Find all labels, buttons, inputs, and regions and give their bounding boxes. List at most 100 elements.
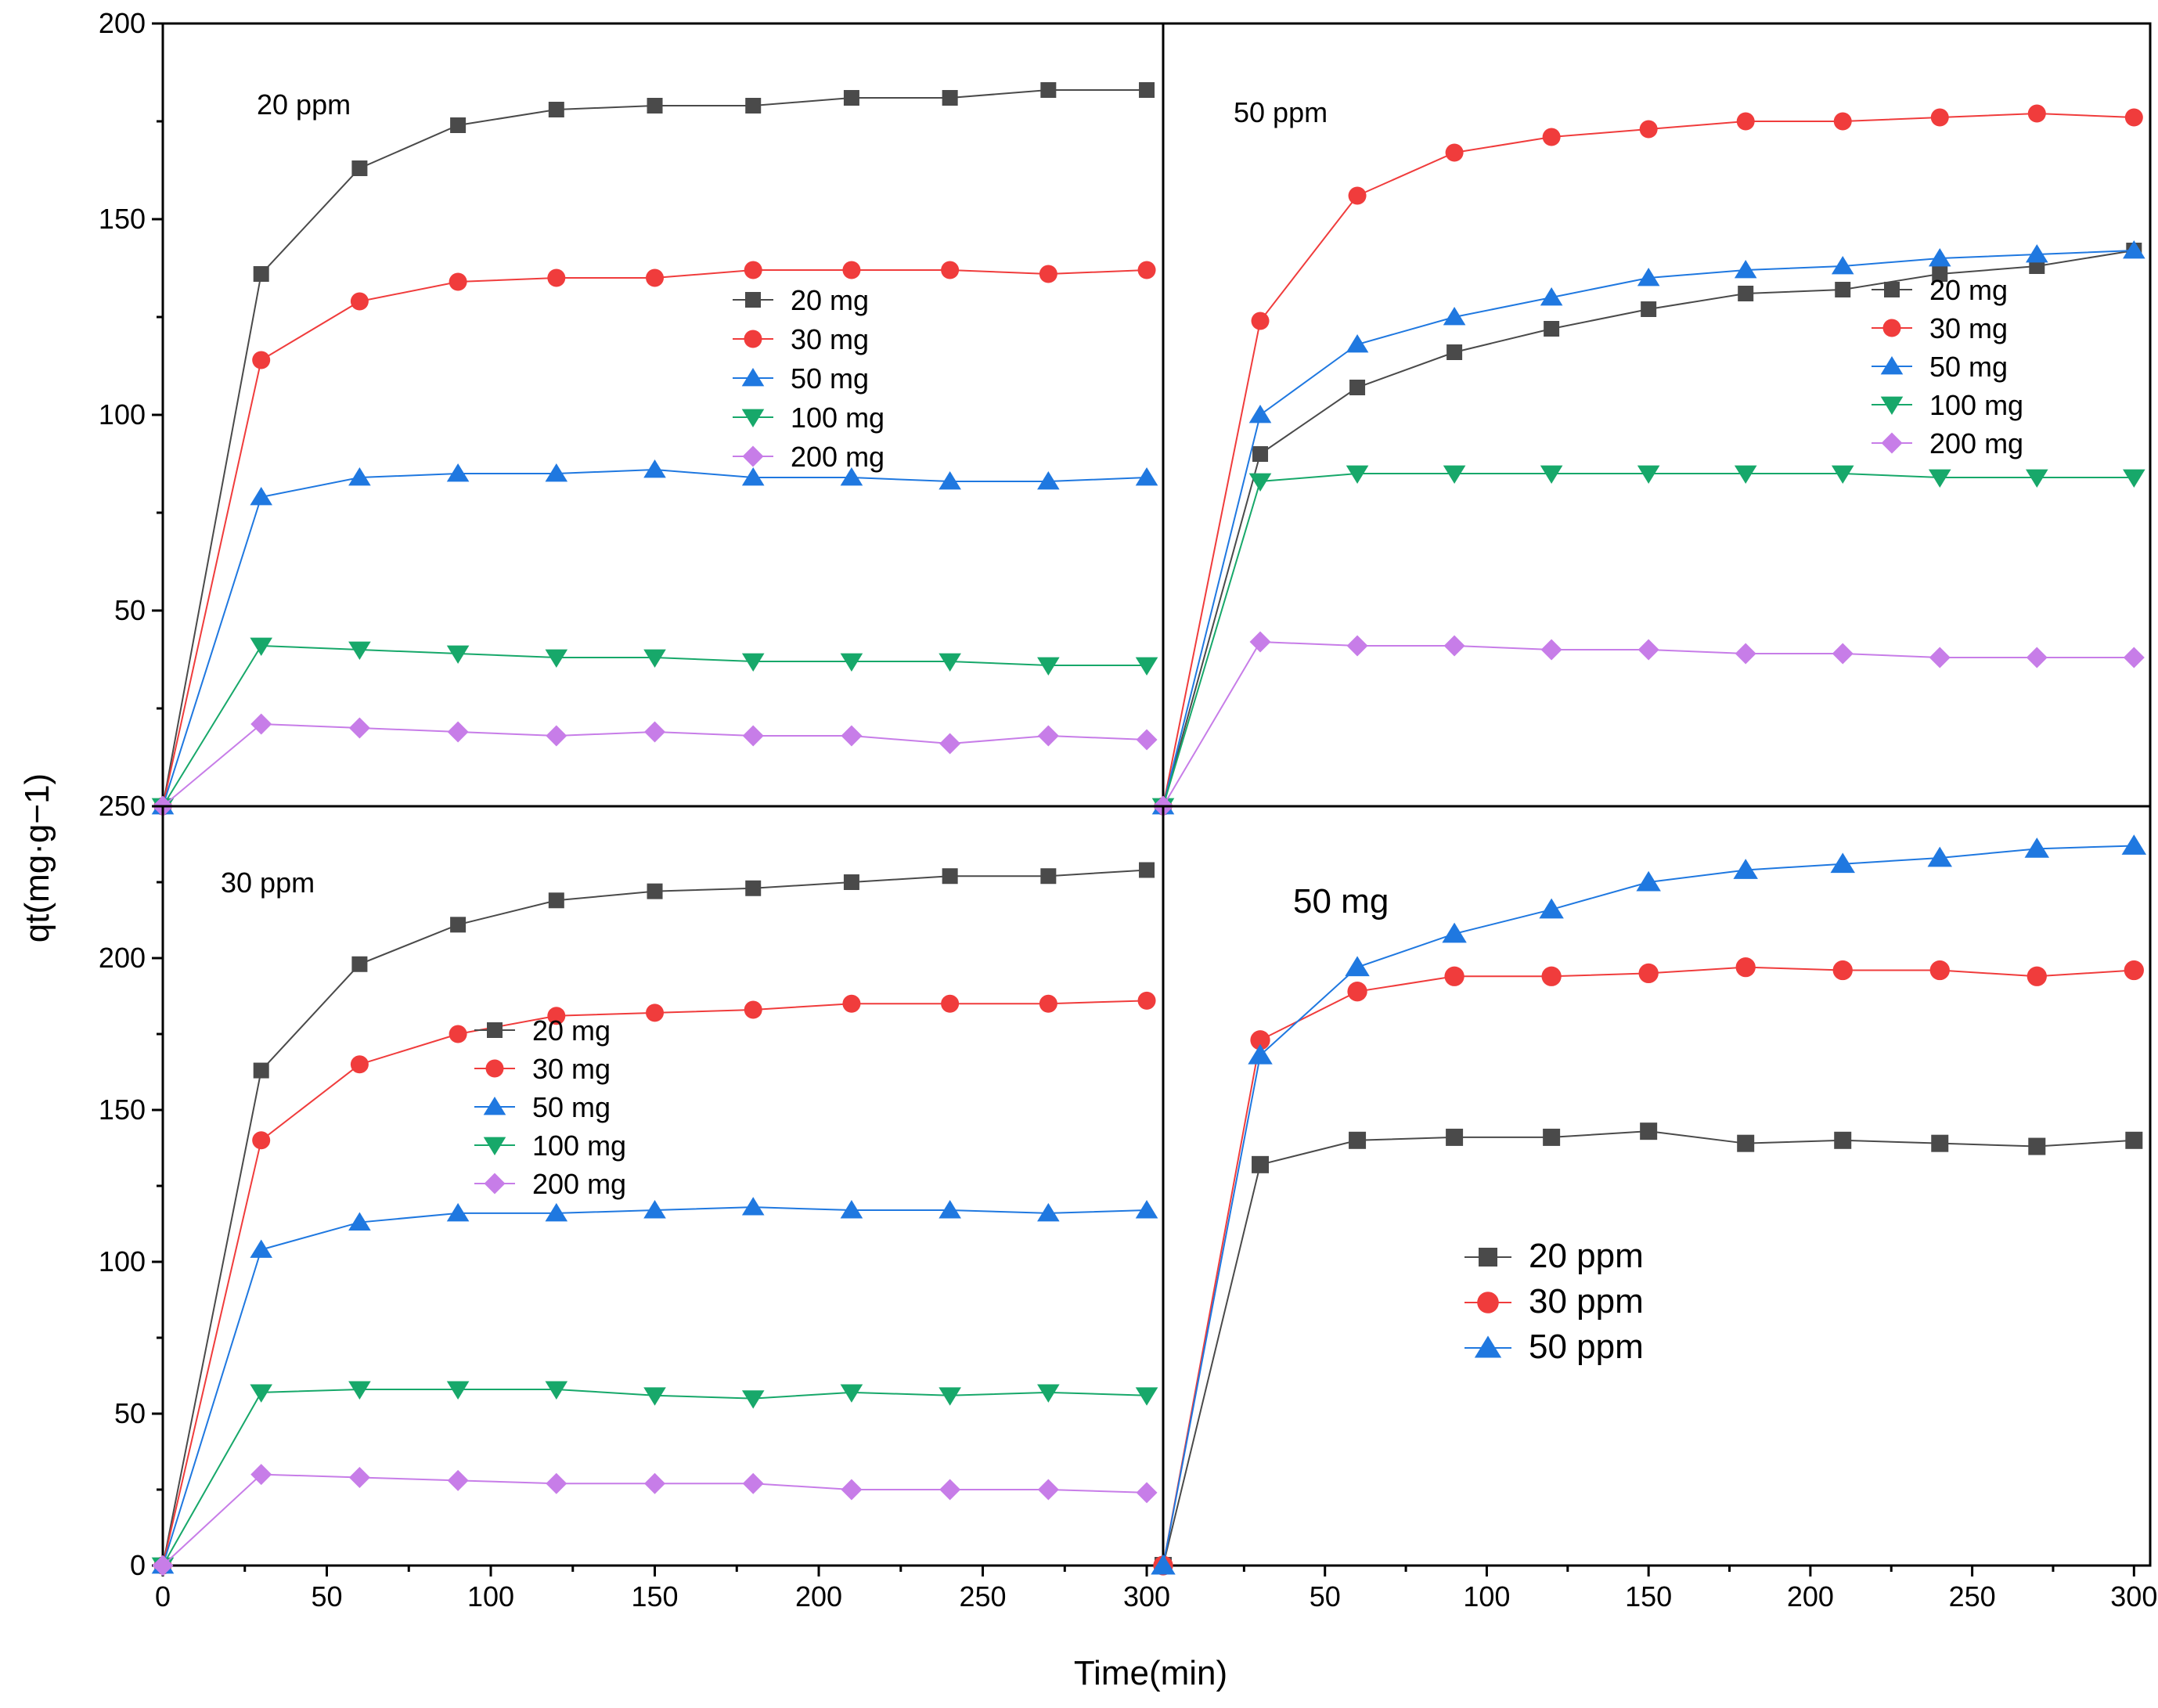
data-point [644,1472,666,1494]
data-point [351,160,368,176]
data-point [1139,862,1155,878]
data-point [741,467,765,486]
data-point [1445,143,1464,162]
data-point [942,868,958,885]
y-tick-label: 150 [99,1094,146,1126]
data-point [253,266,269,282]
x-tick-label: 300 [1123,1580,1170,1613]
data-point [1139,82,1155,98]
data-point [1543,1128,1561,1146]
data-point [348,467,371,486]
data-point [1541,966,1562,986]
panel-title: 50 ppm [1234,96,1328,128]
data-point [545,649,568,668]
data-point [742,725,764,747]
data-point [1349,380,1366,395]
data-point [1834,1131,1852,1149]
data-point [447,721,469,743]
legend-label: 20 ppm [1529,1237,1644,1275]
data-point [941,261,960,279]
y-tick-label: 200 [99,942,146,974]
data-point [1735,643,1756,665]
data-point [252,1131,271,1150]
data-point [1442,922,1467,943]
data-point [545,1202,568,1222]
panel-tl: 250 50 100 150 200 20 ppm 20 mg 30 mg 50 mg 100 m… [99,7,1165,822]
data-point [1346,465,1369,484]
data-point [1831,256,1854,275]
x-tick-label: 0 [155,1580,171,1613]
data-point [1037,657,1060,676]
legend-label: 50 mg [791,362,869,395]
x-tick-label: 150 [631,1580,678,1613]
data-point [1040,82,1057,98]
data-point [841,1479,863,1501]
panel-title: 20 ppm [257,88,351,121]
panel-bl: 0 50 100 150 200 0 50 100 150 200 250 300 30 ppm 20 m… [99,805,1170,1613]
panel-title: 30 ppm [221,867,315,899]
series-line [162,468,1147,807]
data-point [644,721,666,743]
data-point [1640,1122,1658,1140]
data-point [1636,870,1661,892]
x-tick-label: 200 [795,1580,842,1613]
data-point [547,1007,566,1025]
data-point [643,459,666,478]
data-point [1639,120,1658,139]
data-point [938,1200,961,1219]
data-point [1932,266,1948,282]
data-point [1737,1134,1755,1152]
legend-marker [483,1097,506,1115]
data-point [1446,1128,1464,1146]
series-30-ppm [1153,957,2144,1576]
data-point [646,1004,665,1022]
data-point [643,649,666,668]
data-point [450,117,467,133]
data-point [250,637,273,656]
legend-label: 200 mg [791,441,884,473]
data-point [1135,1200,1158,1219]
data-point [841,725,863,747]
legend-marker [1479,1248,1497,1267]
data-point [1037,1202,1060,1222]
data-point [446,1381,470,1400]
y-tick-label: 200 [99,7,146,39]
data-point [745,880,762,896]
data-point [741,1197,765,1216]
data-point [2026,647,2048,668]
data-point [2027,966,2047,986]
data-point [1638,963,1659,984]
data-point [350,292,369,311]
data-point [643,1387,666,1406]
data-point [548,892,564,909]
data-point [938,1387,961,1406]
series-20-mg [155,82,1155,814]
legend-marker [1880,396,1904,415]
data-point [1832,643,1854,665]
data-point [840,1200,863,1219]
data-point [1734,260,1757,279]
legend-marker [487,1022,503,1038]
legend: 20 mg 30 mg 50 mg 100 mg 200 mg [474,1014,626,1200]
series-20-mg [155,862,1155,1573]
data-point [1137,991,1156,1010]
legend-label: 30 mg [532,1053,611,1085]
data-point [840,653,863,672]
y-tick-label: 0 [130,1549,146,1581]
legend-marker [1882,319,1901,337]
legend-label: 30 mg [1929,312,2008,344]
data-point [939,1479,961,1501]
data-point [1736,112,1755,131]
data-point [941,994,960,1013]
data-point [252,351,271,369]
series-100-mg [151,1381,1158,1576]
data-point [1930,108,1949,127]
data-point [1637,268,1660,286]
x-tick-label: 100 [467,1580,514,1613]
data-point [646,268,665,287]
data-point [643,1200,666,1219]
y-axis-title: qt(mg·g−1) [18,773,56,942]
data-point [1037,1479,1059,1501]
legend-label: 20 mg [532,1014,611,1047]
data-point [1835,282,1851,297]
